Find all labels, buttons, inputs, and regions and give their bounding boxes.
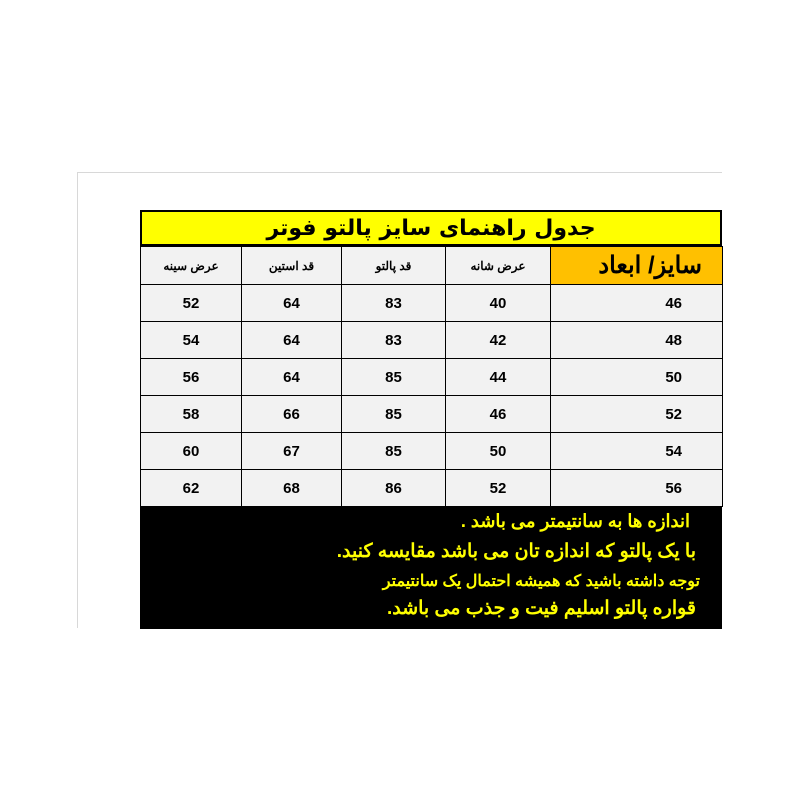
table-row: 62 68 86 52 56 (140, 469, 723, 507)
header-size: سایز/ ابعاد (550, 246, 723, 285)
notes-box: اندازه ها به سانتیمتر می باشد . با یک پا… (140, 507, 722, 629)
cell-size: 48 (550, 321, 723, 359)
cell-size: 56 (550, 469, 723, 507)
cell-shoulder: 40 (445, 284, 551, 322)
note-line: توجه داشته باشید که همیشه احتمال یک سانت… (382, 573, 700, 590)
header-chest: عرض سینه (140, 246, 242, 285)
cell-length: 83 (341, 284, 446, 322)
cell-size: 54 (550, 432, 723, 470)
cell-size: 50 (550, 358, 723, 396)
cell-shoulder: 50 (445, 432, 551, 470)
cell-length: 83 (341, 321, 446, 359)
cell-shoulder: 42 (445, 321, 551, 359)
cell-chest: 58 (140, 395, 242, 433)
cell-sleeve: 64 (241, 284, 342, 322)
cell-size: 46 (550, 284, 723, 322)
note-line: قواره پالتو اسلیم فیت و جذب می باشد. (386, 598, 696, 619)
cell-chest: 62 (140, 469, 242, 507)
table-row: 52 64 83 40 46 (140, 284, 723, 322)
cell-shoulder: 44 (445, 358, 551, 396)
table-row: 60 67 85 50 54 (140, 432, 723, 470)
cell-length: 85 (341, 395, 446, 433)
chart-title: جدول راهنمای سایز پالتو فوتر (140, 210, 722, 246)
sheet-border-left (77, 172, 78, 628)
note-line: اندازه ها به سانتیمتر می باشد . (460, 511, 690, 531)
cell-chest: 56 (140, 358, 242, 396)
size-chart: جدول راهنمای سایز پالتو فوتر عرض سینه قد… (140, 210, 723, 629)
header-length: قد پالتو (341, 246, 446, 285)
cell-chest: 54 (140, 321, 242, 359)
cell-sleeve: 64 (241, 321, 342, 359)
table-row: 56 64 85 44 50 (140, 358, 723, 396)
cell-chest: 60 (140, 432, 242, 470)
cell-shoulder: 46 (445, 395, 551, 433)
cell-length: 85 (341, 432, 446, 470)
cell-sleeve: 64 (241, 358, 342, 396)
cell-chest: 52 (140, 284, 242, 322)
cell-sleeve: 66 (241, 395, 342, 433)
cell-length: 85 (341, 358, 446, 396)
cell-length: 86 (341, 469, 446, 507)
cell-size: 52 (550, 395, 723, 433)
note-line: با یک پالتو که اندازه تان می باشد مقایسه… (336, 541, 696, 562)
header-shoulder: عرض شانه (445, 246, 551, 285)
table-row: 58 66 85 46 52 (140, 395, 723, 433)
table-row: 54 64 83 42 48 (140, 321, 723, 359)
cell-shoulder: 52 (445, 469, 551, 507)
sheet-border-top (77, 172, 722, 173)
header-sleeve: قد استین (241, 246, 342, 285)
cell-sleeve: 68 (241, 469, 342, 507)
size-table: عرض سینه قد استین قد پالتو عرض شانه سایز… (140, 246, 723, 507)
cell-sleeve: 67 (241, 432, 342, 470)
header-row: عرض سینه قد استین قد پالتو عرض شانه سایز… (140, 246, 723, 285)
